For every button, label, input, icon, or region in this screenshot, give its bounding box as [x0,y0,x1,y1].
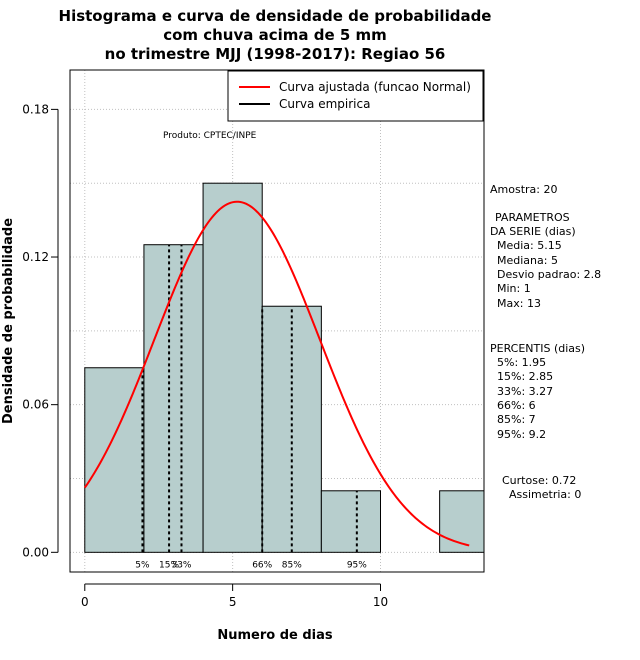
legend-label-fitted: Curva ajustada (funcao Normal) [279,80,471,94]
percentile-layer: 5% 15%33% 66% 85% 95% [135,244,367,570]
stat-assimetria: Assimetria: 0 [509,488,581,501]
stat-amostra: Amostra: 20 [490,183,557,196]
x-tick-label: 5 [229,595,237,609]
chart-title-line-3: no trimestre MJJ (1998-2017): Regiao 56 [105,45,446,63]
stats-panel: Amostra: 20 PARAMETROS DA SERIE (dias) M… [490,183,601,501]
x-tick-label: 10 [373,595,388,609]
y-tick-label: 0.18 [22,102,49,116]
y-axis-title: Densidade de probabilidade [1,218,16,424]
legend: Curva ajustada (funcao Normal) Curva emp… [227,70,484,122]
legend-label-empirical: Curva empirica [279,97,370,111]
x-axis-title: Numero de dias [217,628,333,643]
stat-percentil-33: 33%: 3.27 [497,385,553,398]
percentile-label: 33% [171,560,191,570]
histogram-bar [439,490,485,553]
fitted-normal-curve [83,200,470,547]
axes-layer: 0 5 10 0.00 0.06 0.12 0.18 [22,102,388,609]
stat-percentil-95: 95%: 9.2 [497,428,546,441]
stat-percentil-15: 15%: 2.85 [497,370,553,383]
histogram-bar [202,182,263,553]
stat-percentil-85: 85%: 7 [497,413,536,426]
histogram-bar [320,490,382,553]
curve-layer [83,200,470,547]
stat-percentil-5: 5%: 1.95 [497,356,546,369]
y-tick-label: 0.00 [22,545,49,559]
stat-parametros-title-2: DA SERIE (dias) [490,225,576,238]
legend-box [227,70,484,122]
chart-title-line-1: Histograma e curva de densidade de proba… [59,7,492,25]
chart-title-line-2: com chuva acima de 5 mm [163,26,387,44]
stat-media: Media: 5.15 [497,239,562,252]
histogram-bar [143,244,204,553]
stat-percentil-66: 66%: 6 [497,399,536,412]
stat-min: Min: 1 [497,282,531,295]
stat-percentis-title: PERCENTIS (dias) [490,342,585,355]
plot-frame [69,69,485,573]
stat-curtose: Curtose: 0.72 [502,474,576,487]
stat-desvio: Desvio padrao: 2.8 [497,268,601,281]
y-tick-label: 0.12 [22,250,49,264]
stat-mediana: Mediana: 5 [497,254,558,267]
y-tick-label: 0.06 [22,398,49,412]
percentile-label: 15% [159,560,179,570]
percentile-label: 95% [347,560,367,570]
histogram-bar [84,367,145,553]
percentile-label: 5% [135,560,150,570]
percentile-label: 85% [282,560,302,570]
bars-layer [84,182,485,553]
percentile-label: 66% [252,560,272,570]
product-annotation: Produto: CPTEC/INPE [163,131,257,141]
stat-parametros-title-1: PARAMETROS [495,211,570,224]
stat-max: Max: 13 [497,297,541,310]
x-tick-label: 0 [81,595,89,609]
